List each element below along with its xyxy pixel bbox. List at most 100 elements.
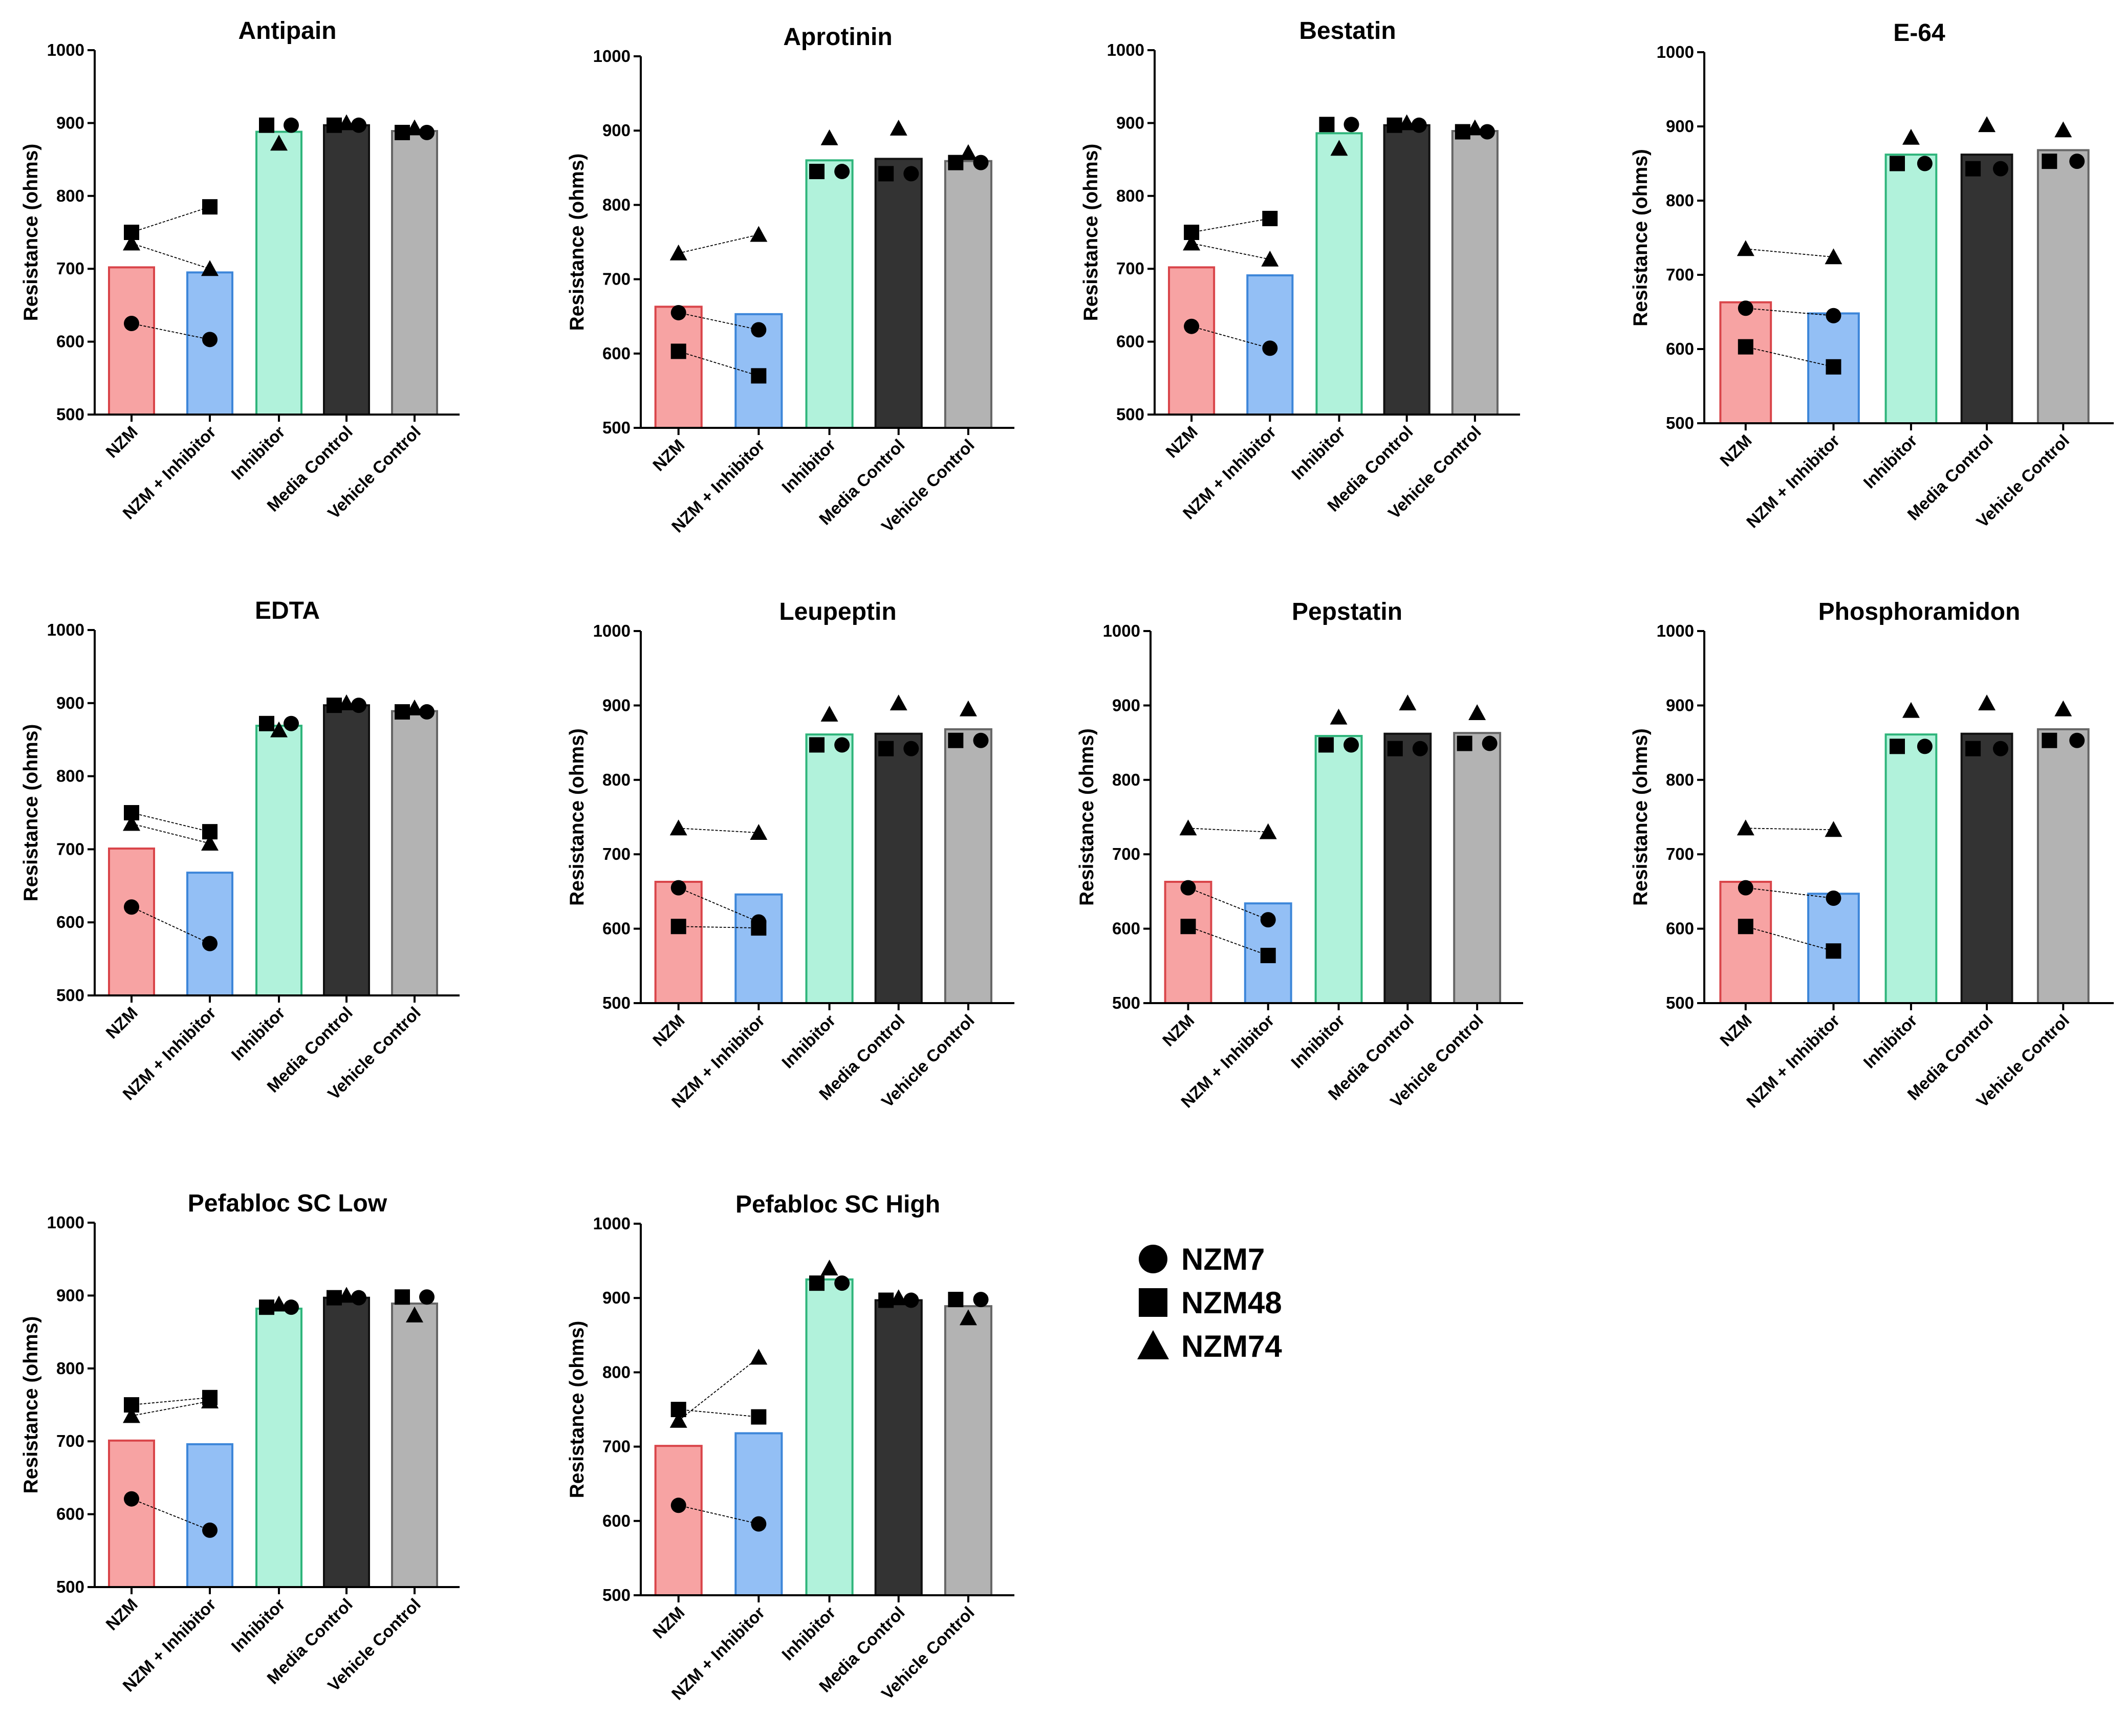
paired-line-nzm7 — [131, 906, 210, 944]
y-tick-label: 500 — [56, 405, 84, 424]
bar-nzm-inhibitor — [734, 893, 783, 1004]
point-nzm48-vehicle-control — [948, 155, 964, 170]
panel-bestatin: Bestatin Resistance (ohms) 500 600 700 800 900… — [1080, 17, 1520, 523]
point-nzm7-inhibitor — [1343, 737, 1359, 753]
bar-inhibitor — [1314, 735, 1363, 1005]
panel-title: Pepstatin — [1292, 598, 1402, 625]
panel-title: Aprotinin — [783, 24, 892, 51]
point-nzm7-vehicle-control — [2069, 732, 2085, 748]
y-tick-label: 800 — [1666, 770, 1694, 789]
y-tick-label: 700 — [602, 1437, 631, 1456]
y-tick-label: 500 — [1666, 414, 1694, 432]
x-category-label: Inhibitor — [1859, 1011, 1921, 1072]
point-nzm74-nzm — [1183, 234, 1201, 251]
y-tick-label: 900 — [56, 693, 84, 712]
y-tick-label: 800 — [56, 1359, 84, 1378]
bar-media-control — [1383, 732, 1432, 1004]
x-category-label: NZM — [1716, 431, 1755, 470]
legend: NZM7 NZM48 NZM74 — [1137, 1242, 1282, 1363]
paired-line-nzm7 — [131, 1498, 210, 1531]
point-nzm48-media-control — [878, 1292, 894, 1308]
panel-title: Bestatin — [1299, 17, 1396, 45]
panel-title: E-64 — [1893, 19, 1945, 47]
point-nzm48-inhibitor — [259, 1299, 274, 1315]
y-tick-label: 1000 — [593, 621, 631, 640]
y-tick-label: 500 — [1116, 405, 1144, 424]
point-nzm74-media-control — [890, 119, 907, 136]
paired-line-nzm74 — [1745, 828, 1834, 831]
point-nzm74-inhibitor — [1902, 702, 1920, 718]
y-axis-label: Resistance (ohms) — [566, 154, 588, 331]
paired-line-nzm48 — [1745, 346, 1834, 367]
y-tick-label: 700 — [56, 259, 84, 278]
paired-line-nzm74 — [131, 243, 210, 270]
bar-vehicle-control — [1451, 130, 1499, 416]
paired-line-nzm48 — [131, 812, 210, 833]
point-nzm7-media-control — [1412, 741, 1428, 756]
y-tick-label: 600 — [1116, 332, 1144, 351]
point-nzm74-nzm-inhibitor — [1825, 248, 1842, 265]
panel-pefabloc-sc-high: Pefabloc SC High Resistance (ohms) 500 600 7… — [566, 1191, 1014, 1703]
point-nzm74-nzm — [123, 234, 140, 251]
x-category-label: Inhibitor — [778, 436, 839, 497]
point-nzm74-vehicle-control — [959, 144, 977, 160]
bar-nzm — [108, 847, 155, 997]
point-nzm7-vehicle-control — [1482, 735, 1498, 751]
point-nzm7-vehicle-control — [419, 1289, 435, 1305]
point-nzm74-nzm-inhibitor — [1825, 821, 1842, 837]
bar-inhibitor — [1884, 733, 1938, 1004]
point-nzm74-vehicle-control — [406, 119, 423, 136]
y-axis-label: Resistance (ohms) — [566, 728, 588, 906]
point-nzm7-nzm-inhibitor — [1826, 308, 1841, 323]
legend-item-nzm74: NZM74 — [1137, 1329, 1282, 1363]
y-tick-label: 800 — [602, 1362, 631, 1381]
paired-line-nzm7 — [1191, 326, 1270, 349]
y-tick-label: 500 — [1112, 993, 1140, 1012]
point-nzm48-inhibitor — [809, 737, 825, 753]
bar-nzm — [654, 1445, 703, 1596]
y-tick-label: 900 — [602, 1288, 631, 1307]
point-nzm48-inhibitor — [1889, 156, 1905, 171]
point-nzm74-nzm — [123, 1407, 140, 1423]
paired-line-nzm7 — [678, 887, 759, 923]
point-nzm74-media-control — [338, 1287, 355, 1303]
x-category-label: Inhibitor — [1288, 422, 1349, 484]
point-nzm7-nzm-inhibitor — [1826, 890, 1841, 906]
bar-vehicle-control — [2036, 728, 2090, 1004]
x-category-label: NZM — [649, 1011, 688, 1050]
y-tick-label: 700 — [1666, 844, 1694, 863]
bar-vehicle-control — [391, 130, 438, 416]
bar-nzm — [1168, 266, 1216, 416]
bar-vehicle-control — [391, 710, 438, 997]
point-nzm74-nzm-inhibitor — [201, 1392, 219, 1408]
x-category-label: NZM — [1716, 1011, 1755, 1050]
panel-title: Antipain — [238, 17, 337, 45]
bar-media-control — [874, 732, 923, 1004]
paired-line-nzm48 — [678, 1409, 759, 1418]
point-nzm48-inhibitor — [1889, 739, 1905, 754]
x-category-label: NZM — [102, 1595, 141, 1634]
x-category-label: Inhibitor — [1287, 1011, 1349, 1072]
y-tick-label: 1000 — [1107, 40, 1144, 59]
point-nzm7-inhibitor — [834, 164, 850, 180]
point-nzm48-vehicle-control — [948, 1292, 964, 1308]
y-axis-label: Resistance (ohms) — [1630, 149, 1652, 327]
x-category-label: NZM + Inhibitor — [1743, 431, 1844, 532]
point-nzm74-nzm — [1179, 819, 1197, 836]
point-nzm48-vehicle-control — [948, 732, 964, 748]
bar-inhibitor — [805, 733, 854, 1004]
point-nzm74-media-control — [338, 114, 355, 131]
y-tick-label: 900 — [1666, 696, 1694, 714]
point-nzm48-nzm-inhibitor — [1262, 210, 1278, 226]
x-category-label: NZM + Inhibitor — [1743, 1011, 1844, 1112]
y-tick-label: 700 — [602, 270, 631, 289]
point-nzm7-nzm — [1738, 300, 1753, 316]
y-tick-label: 900 — [602, 696, 631, 714]
y-tick-label: 600 — [56, 332, 84, 351]
point-nzm74-media-control — [1399, 695, 1417, 711]
y-tick-label: 1000 — [47, 1213, 84, 1232]
legend-label: NZM48 — [1181, 1286, 1282, 1320]
y-axis-label: Resistance (ohms) — [20, 724, 42, 902]
y-tick-label: 1000 — [593, 47, 631, 66]
